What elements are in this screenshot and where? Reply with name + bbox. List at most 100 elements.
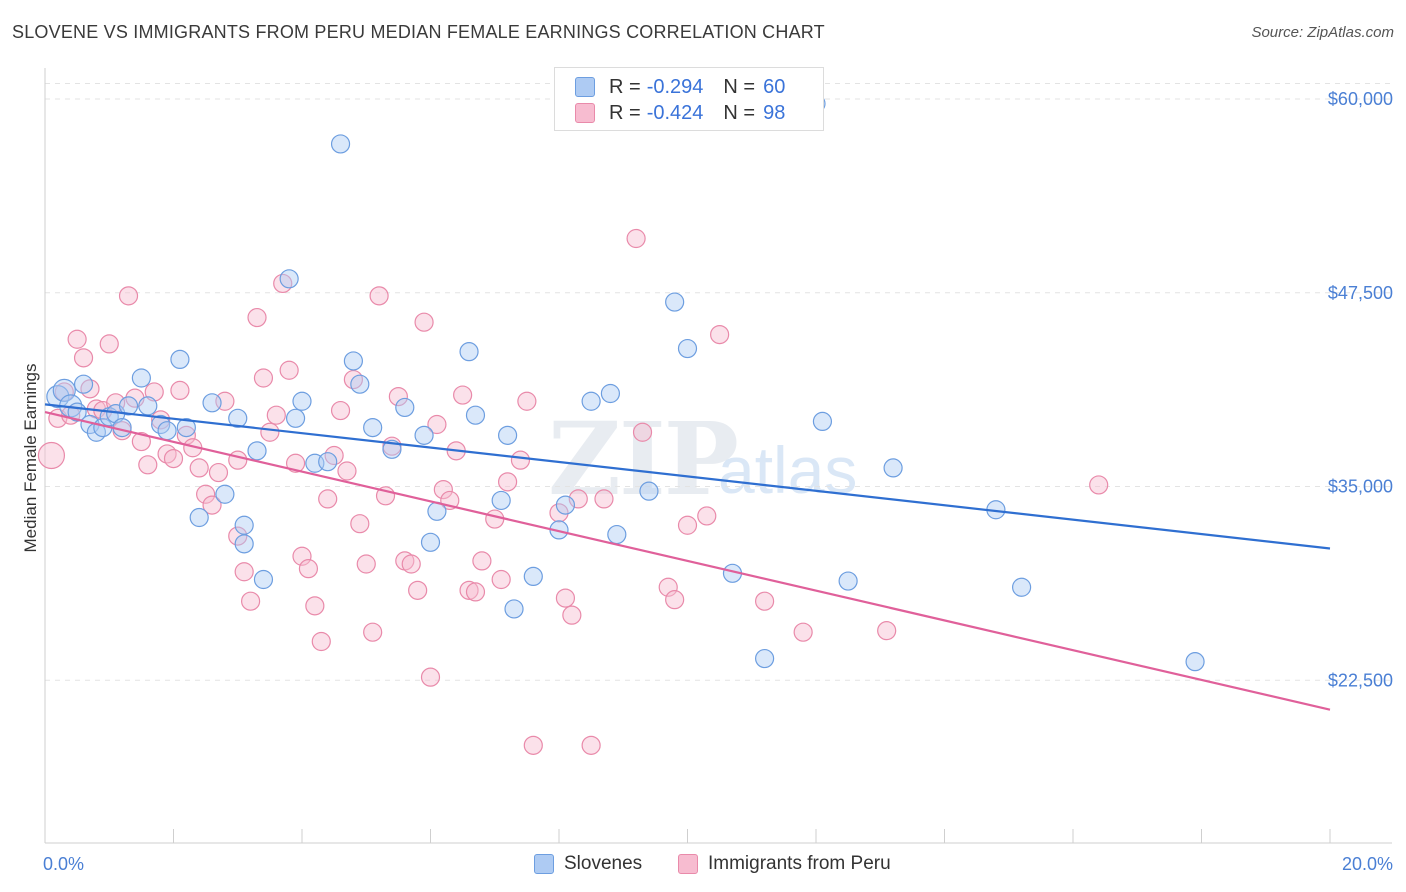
legend-n-value: 60 bbox=[763, 75, 786, 98]
peru-point bbox=[877, 621, 897, 641]
slovenes-point bbox=[607, 524, 627, 545]
peru-point bbox=[266, 405, 286, 425]
slovenes-point bbox=[138, 396, 158, 416]
peru-point bbox=[632, 422, 653, 442]
peru-point bbox=[369, 286, 389, 306]
slovenes-point bbox=[420, 532, 441, 552]
peru-point bbox=[658, 577, 678, 597]
slovenes-point bbox=[1185, 652, 1205, 672]
slovenes-point bbox=[228, 408, 248, 428]
slovenes-point bbox=[677, 338, 698, 359]
legend-row-slovenes: R = -0.294 N = 60 bbox=[575, 75, 785, 99]
legend-swatch-peru bbox=[575, 103, 595, 123]
bottom-legend-label-peru: Immigrants from Peru bbox=[708, 853, 891, 874]
chart-title: SLOVENE VS IMMIGRANTS FROM PERU MEDIAN F… bbox=[12, 22, 825, 42]
peru-point bbox=[427, 414, 447, 435]
peru-point bbox=[118, 286, 139, 306]
peru-point bbox=[697, 506, 717, 526]
trend-lines bbox=[44, 403, 1331, 711]
slovenes-point bbox=[170, 349, 190, 369]
legend-row-peru: R = -0.424 N = 98 bbox=[575, 101, 785, 125]
peru-point bbox=[710, 325, 730, 345]
peru-point bbox=[754, 591, 775, 611]
legend-r-value: -0.294 bbox=[646, 75, 704, 98]
peru-point bbox=[196, 484, 216, 504]
slovenes-point bbox=[883, 458, 903, 478]
slovenes-point bbox=[52, 378, 76, 402]
watermark-atlas: atlas bbox=[718, 433, 858, 507]
peru-point bbox=[260, 422, 280, 442]
legend-n-value: 98 bbox=[763, 101, 786, 124]
slovenes-point bbox=[118, 396, 139, 416]
peru-point bbox=[433, 480, 453, 500]
peru-trend-line bbox=[44, 411, 1331, 711]
bottom-legend-label-slovenes: Slovenes bbox=[564, 853, 643, 874]
peru-point bbox=[485, 509, 505, 529]
axes bbox=[44, 68, 1392, 844]
peru-point bbox=[241, 591, 261, 611]
peru-point bbox=[549, 503, 569, 523]
slovenes-trend-line bbox=[44, 403, 1331, 550]
bottom-legend-peru[interactable]: Immigrants from Peru bbox=[678, 852, 891, 876]
x-tick-label: 20.0% bbox=[1342, 854, 1393, 874]
peru-point bbox=[163, 449, 184, 469]
slovenes-point bbox=[234, 534, 254, 554]
slovenes-point bbox=[247, 441, 267, 461]
peru-point bbox=[131, 431, 151, 452]
y-tick-label: $60,000 bbox=[1328, 89, 1393, 109]
peru-point bbox=[401, 554, 421, 574]
peru-point bbox=[144, 382, 164, 402]
peru-point bbox=[318, 489, 338, 509]
slovenes-point bbox=[279, 269, 299, 289]
peru-point bbox=[292, 546, 312, 566]
series-peru-points bbox=[37, 228, 1109, 755]
slovenes-point bbox=[465, 405, 486, 425]
peru-point bbox=[350, 514, 370, 534]
y-tick-label: $22,500 bbox=[1328, 670, 1393, 690]
slovenes-point bbox=[189, 507, 209, 528]
peru-point bbox=[510, 450, 531, 470]
slovenes-point bbox=[234, 515, 254, 535]
slovenes-point bbox=[253, 569, 274, 590]
peru-point bbox=[279, 360, 299, 380]
legend-r-label: R = bbox=[609, 101, 641, 124]
tick-labels: $22,500 $35,000 $47,500 $60,000 0.0% 20.0% bbox=[43, 89, 1393, 874]
peru-point bbox=[581, 735, 601, 755]
y-tick-label: $35,000 bbox=[1328, 477, 1393, 497]
peru-point bbox=[562, 605, 582, 625]
slovenes-point bbox=[363, 418, 383, 438]
slovenes-point bbox=[491, 490, 511, 511]
slovenes-point bbox=[639, 481, 659, 501]
slovenes-point bbox=[202, 393, 222, 413]
slovenes-point bbox=[498, 425, 518, 445]
slovenes-point bbox=[812, 411, 833, 431]
legend-swatch-slovenes bbox=[575, 77, 595, 97]
peru-point bbox=[498, 472, 518, 492]
peru-point bbox=[523, 735, 543, 755]
peru-point bbox=[626, 228, 646, 249]
slovenes-point bbox=[1011, 577, 1032, 597]
peru-point bbox=[99, 334, 119, 354]
peru-point bbox=[311, 631, 331, 652]
series-slovenes-points bbox=[46, 94, 1205, 672]
legend-n-label: N = bbox=[723, 101, 756, 124]
peru-point bbox=[298, 559, 319, 579]
gridlines bbox=[45, 83, 1392, 681]
peru-point bbox=[665, 590, 685, 610]
y-tick-label: $47,500 bbox=[1328, 283, 1393, 303]
peru-point bbox=[517, 391, 537, 411]
peru-point bbox=[208, 462, 229, 483]
bottom-legend-slovenes[interactable]: Slovenes bbox=[534, 852, 642, 876]
slovenes-point bbox=[46, 385, 70, 409]
slovenes-point bbox=[215, 484, 235, 504]
slovenes-point bbox=[600, 383, 621, 404]
bottom-legend-swatch-slovenes bbox=[534, 854, 554, 874]
peru-point bbox=[228, 526, 248, 546]
slovenes-point bbox=[350, 374, 370, 394]
slovenes-point bbox=[414, 425, 434, 445]
slovenes-point bbox=[131, 368, 151, 388]
slovenes-point bbox=[285, 408, 306, 428]
peru-point bbox=[677, 515, 698, 535]
peru-point bbox=[414, 312, 434, 332]
peru-point bbox=[253, 368, 274, 388]
